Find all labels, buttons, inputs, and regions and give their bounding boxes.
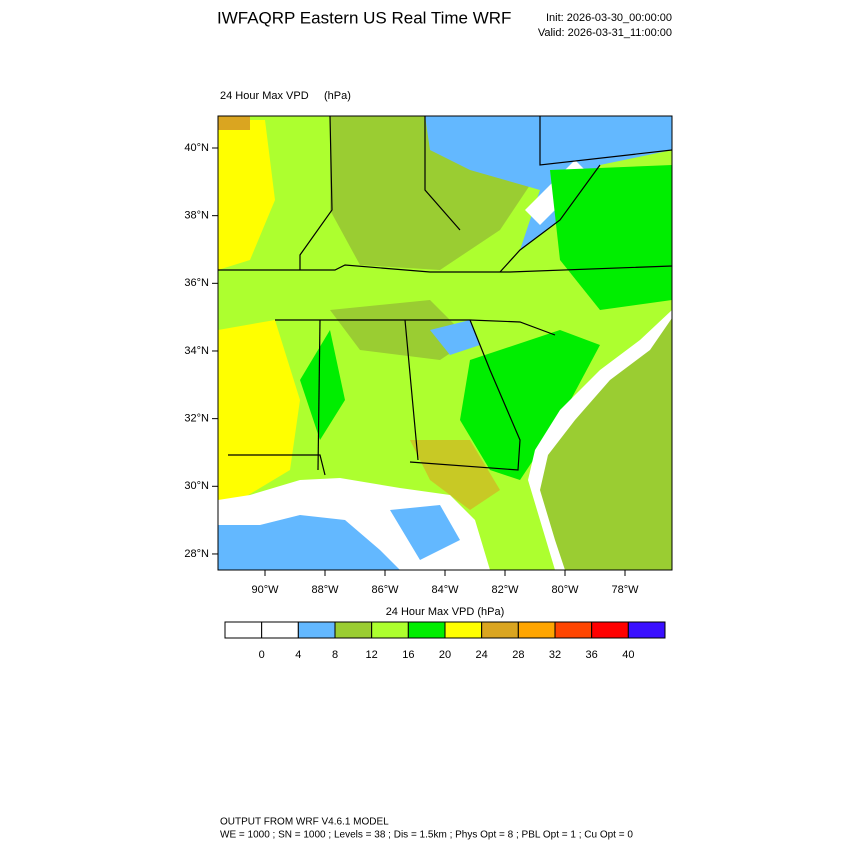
lon-tick-label: 86°W [371, 584, 399, 596]
colorbar-title: 24 Hour Max VPD (hPa) [386, 606, 505, 618]
lat-tick-label: 40°N [184, 142, 209, 154]
colorbar-box [591, 621, 629, 639]
colorbar-label: 32 [549, 649, 561, 661]
title: IWFAQRP Eastern US Real Time WRF [217, 8, 511, 27]
lon-tick-label: 84°W [431, 584, 459, 596]
colorbar-box [481, 621, 519, 639]
colorbar-box [407, 621, 446, 639]
field-units: (hPa) [324, 90, 351, 102]
colorbar-box [371, 621, 409, 639]
lat-tick-label: 30°N [184, 480, 209, 492]
field-name: 24 Hour Max VPD [220, 90, 309, 102]
lon-tick-label: 90°W [251, 584, 279, 596]
lat-tick-label: 36°N [184, 277, 209, 289]
colorbar-label: 8 [332, 649, 338, 661]
colorbar-label: 28 [512, 649, 524, 661]
footer-line: OUTPUT FROM WRF V4.6.1 MODEL [220, 817, 389, 828]
colorbar-box [554, 621, 593, 639]
colorbar-box [627, 621, 666, 639]
colorbar-box [517, 621, 556, 639]
init-time: Init: 2026-03-30_00:00:00 [546, 12, 672, 24]
lat-tick-label: 34°N [184, 345, 209, 357]
colorbar-label: 40 [622, 649, 634, 661]
colorbar-label: 16 [402, 649, 414, 661]
lat-tick-label: 28°N [184, 548, 209, 560]
colorbar-box [261, 621, 299, 639]
lon-tick-label: 88°W [311, 584, 339, 596]
axis-ticks: 40°N 38°N 36°N 34°N 32°N 30°N 28°N 90°W 88°W 86°W… [184, 142, 639, 596]
colorbar: 0 4 8 12 16 20 24 28 32 36 40 [224, 621, 666, 661]
lat-tick-label: 32°N [184, 413, 209, 425]
lon-tick-label: 82°W [491, 584, 519, 596]
colorbar-label: 20 [439, 649, 451, 661]
colorbar-label: 12 [366, 649, 378, 661]
map-field [218, 116, 672, 570]
valid-time: Valid: 2026-03-31_11:00:00 [538, 27, 672, 39]
colorbar-box [444, 621, 483, 639]
colorbar-label: 24 [476, 649, 488, 661]
footer-line: WE = 1000 ; SN = 1000 ; Levels = 38 ; Di… [220, 830, 633, 841]
colorbar-box [224, 621, 263, 639]
lat-tick-label: 38°N [184, 210, 209, 222]
lon-tick-label: 78°W [611, 584, 639, 596]
lon-tick-label: 80°W [551, 584, 579, 596]
colorbar-box [297, 621, 336, 639]
colorbar-label: 0 [259, 649, 265, 661]
colorbar-box [334, 621, 373, 639]
colorbar-label: 4 [295, 649, 301, 661]
colorbar-label: 36 [586, 649, 598, 661]
